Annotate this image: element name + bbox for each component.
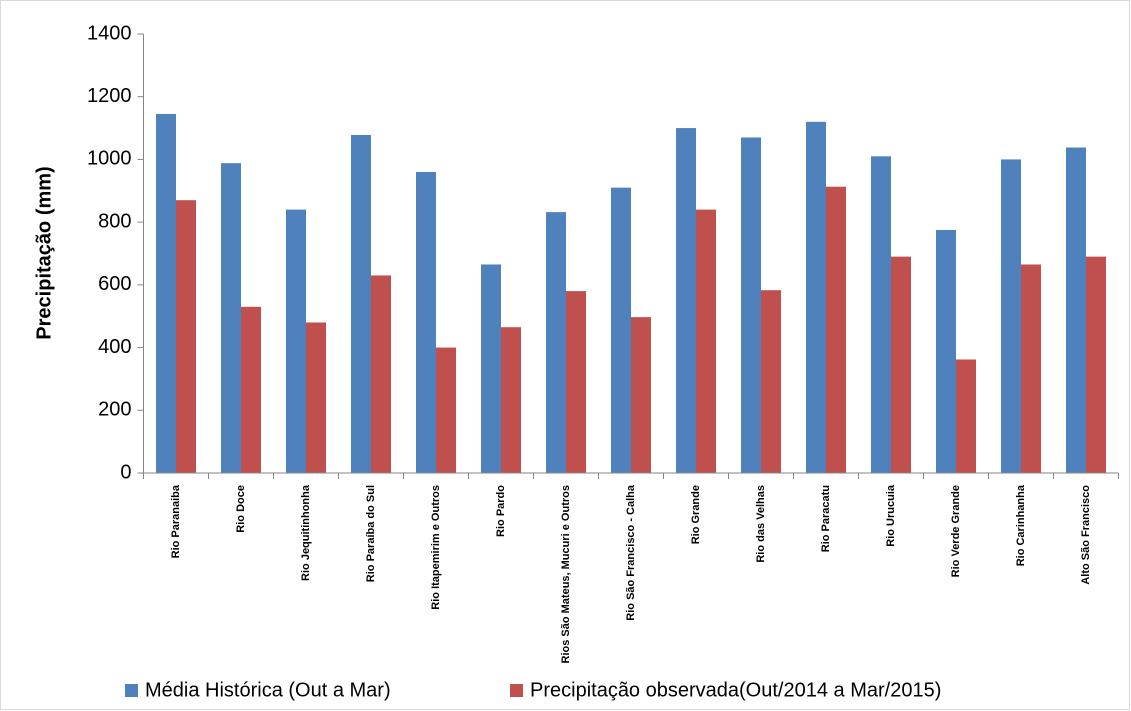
bar (351, 134, 371, 473)
legend-label: Média Histórica (Out a Mar) (145, 679, 391, 701)
bar (871, 156, 891, 474)
bar (1021, 264, 1041, 473)
bar (371, 275, 391, 473)
x-tick-label: Rio Grande (690, 485, 702, 544)
x-tick-label: Rio Urucuia (885, 484, 897, 547)
bar (1001, 159, 1021, 473)
bar (741, 137, 761, 473)
bar (761, 290, 781, 473)
bar (566, 291, 586, 473)
bar (416, 171, 436, 473)
bar (1066, 147, 1086, 473)
bar (891, 256, 911, 473)
x-tick-label: Rio Itapemirim e Outros (430, 485, 442, 610)
y-tick-label: 400 (98, 336, 131, 358)
bar (221, 163, 241, 474)
y-tick-label: 1000 (87, 148, 132, 170)
bar (436, 347, 456, 473)
legend-label: Precipitação observada(Out/2014 a Mar/20… (530, 679, 941, 701)
y-tick-label: 1400 (87, 22, 132, 44)
y-tick-label: 800 (98, 210, 131, 232)
x-tick-label: Alto São Francisco (1080, 485, 1092, 585)
bar (676, 128, 696, 474)
bar (481, 264, 501, 473)
bar (306, 322, 326, 473)
x-tick-label: Rio Jequitinhonha (300, 484, 312, 581)
y-tick-label: 600 (98, 273, 131, 295)
bar (826, 186, 846, 473)
bar (156, 113, 176, 473)
bar (631, 317, 651, 473)
x-tick-label: Rio Paranaiba (170, 484, 182, 558)
bar (936, 229, 956, 473)
y-tick-label: 0 (120, 461, 131, 483)
bar (286, 209, 306, 473)
x-tick-label: Rio Carinhanha (1015, 484, 1027, 566)
bar (611, 187, 631, 473)
y-axis-label: Precipitação (mm) (33, 166, 55, 339)
bar (696, 209, 716, 473)
y-tick-label: 200 (98, 399, 131, 421)
bar (546, 212, 566, 473)
x-tick-label: Rio São Francisco - Calha (625, 484, 637, 621)
x-tick-label: Rio Verde Grande (950, 485, 962, 577)
y-tick-label: 1200 (87, 85, 132, 107)
bar (1086, 256, 1106, 473)
x-tick-label: Rio Paraíba do Sul (365, 485, 377, 582)
x-tick-label: Rio das Velhas (755, 485, 767, 563)
x-tick-label: Rios São Mateus, Mucuri e Outros (560, 485, 572, 663)
legend-swatch (125, 684, 138, 697)
bar (241, 306, 261, 473)
bar (176, 200, 196, 473)
bar (956, 359, 976, 473)
x-tick-label: Rio Doce (235, 485, 247, 533)
bar (501, 327, 521, 473)
x-tick-label: Rio Paracatu (820, 485, 832, 552)
legend-swatch (510, 684, 523, 697)
bar (806, 121, 826, 474)
x-tick-label: Rio Pardo (495, 485, 507, 537)
